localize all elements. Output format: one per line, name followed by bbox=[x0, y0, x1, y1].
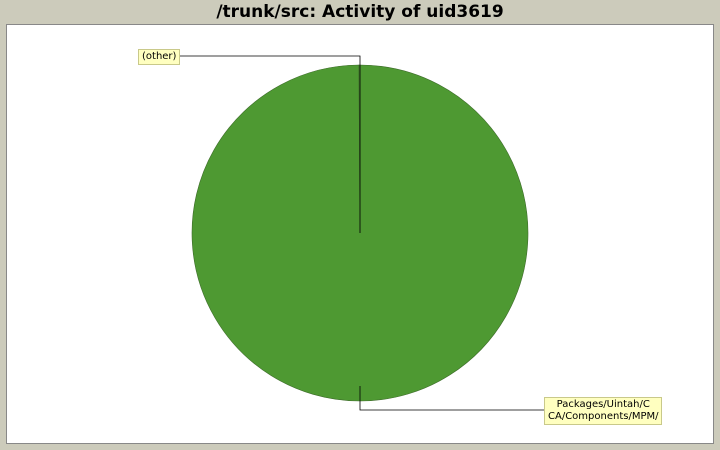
leader-line-other bbox=[174, 55, 361, 233]
slice-label-main: Packages/Uintah/C CA/Components/MPM/ bbox=[544, 397, 663, 425]
slice-label-other: (other) bbox=[138, 49, 181, 65]
chart-title: /trunk/src: Activity of uid3619 bbox=[216, 2, 504, 22]
leader-line-main bbox=[359, 386, 544, 411]
